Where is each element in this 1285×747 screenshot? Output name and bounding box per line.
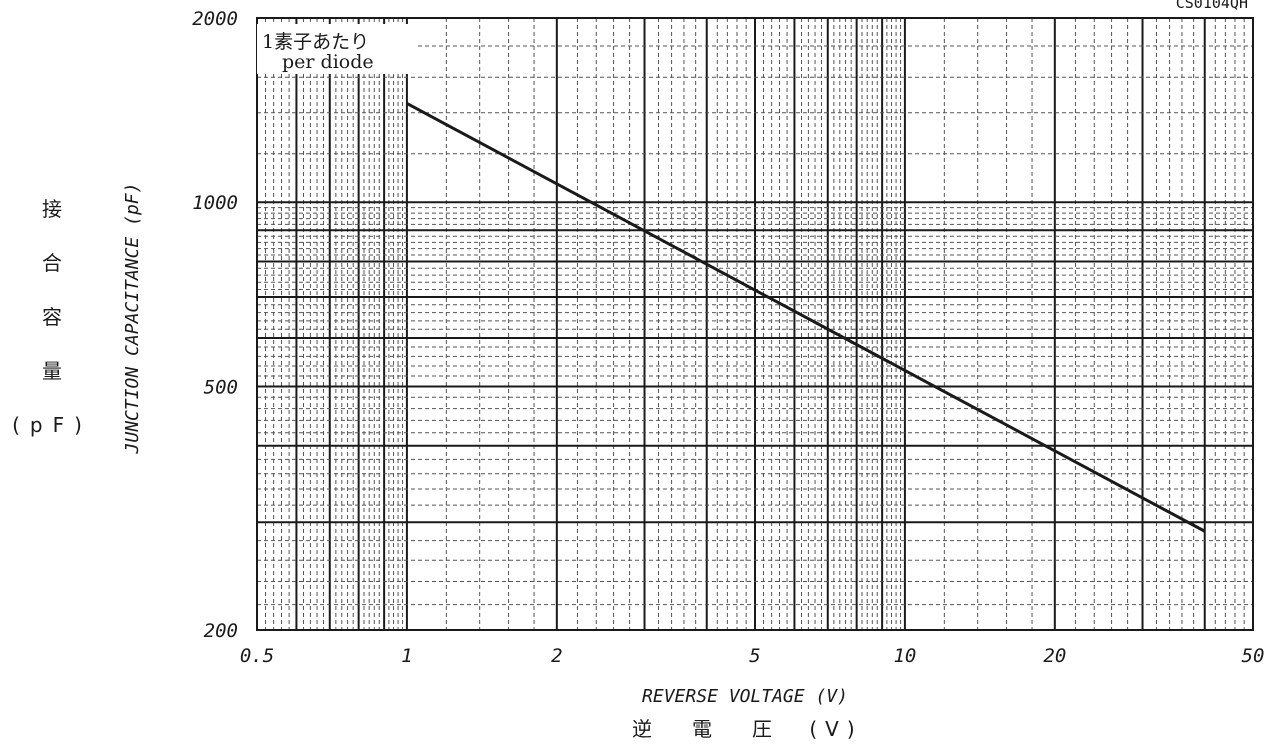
y-tick-label: 500 xyxy=(204,376,238,398)
y-axis-title-jp-char: 容 xyxy=(42,305,62,329)
x-axis-title-jp-char: (V) xyxy=(809,717,862,741)
x-axis-title-jp: 逆 電 圧 (V) xyxy=(632,717,862,741)
series-line xyxy=(406,102,1206,533)
x-tick-label: 10 xyxy=(893,645,916,667)
y-axis-title-jp-char: 量 xyxy=(42,359,62,383)
y-tick-label: 200 xyxy=(204,620,238,642)
x-tick-label: 20 xyxy=(1043,645,1066,667)
chart-code: CS0104QH xyxy=(1176,0,1248,12)
x-tick-label: 2 xyxy=(551,645,562,667)
x-axis-title-jp-char: 逆 xyxy=(632,717,652,741)
y-axis-title-jp-char: 接 xyxy=(42,197,62,221)
x-tick-label: 50 xyxy=(1242,645,1265,667)
x-axis-title-jp-char: 圧 xyxy=(752,717,772,741)
x-tick-label: 1 xyxy=(401,645,412,667)
plot-frame xyxy=(256,17,1254,631)
tick-labels: 0.5 1 2 5 10 20 50 200 500 1000 2000 xyxy=(192,8,1264,667)
x-axis-title: REVERSE VOLTAGE (V) xyxy=(642,686,848,707)
x-tick-label: 5 xyxy=(749,645,760,667)
y-tick-label: 2000 xyxy=(192,8,238,30)
grid xyxy=(257,18,1253,630)
annotation-line-2: per diode xyxy=(282,51,374,73)
y-tick-label: 1000 xyxy=(192,192,238,214)
annotation-background xyxy=(257,24,417,74)
y-axis-title-jp: 接 合 容 量 (pF) xyxy=(12,197,92,437)
y-axis-title-jp-char: (pF) xyxy=(12,413,92,437)
y-axis-title-jp-char: 合 xyxy=(42,251,62,275)
x-axis-title-jp-char: 電 xyxy=(692,717,712,741)
x-tick-label: 0.5 xyxy=(240,645,274,667)
series-layer xyxy=(406,102,1206,533)
y-axis-title: JUNCTION CAPACITANCE (pF) xyxy=(122,183,143,455)
annotation-line-1: 1素子あたり xyxy=(262,31,369,53)
